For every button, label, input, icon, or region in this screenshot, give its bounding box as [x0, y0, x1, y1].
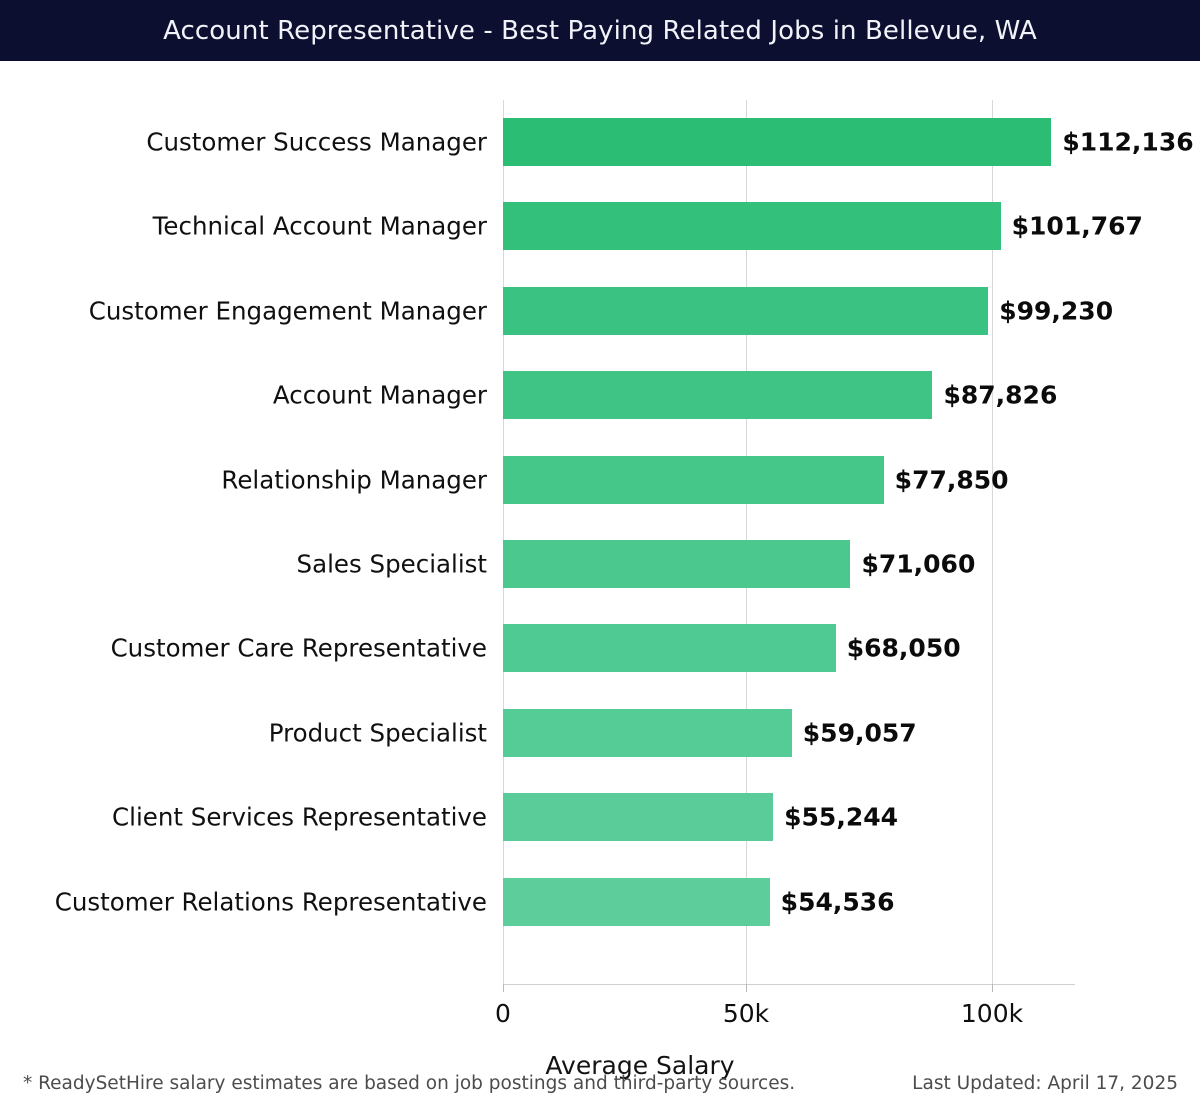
bar-category-label: Customer Relations Representative [54, 887, 487, 917]
bar-value-label: $59,057 [802, 718, 917, 748]
bar-row: Customer Success Manager $112,136 [0, 100, 1200, 184]
bar-row: Client Services Representative $55,244 [0, 775, 1200, 859]
bar-value-label: $112,136 [1062, 127, 1194, 157]
bar-value-label: $101,767 [1011, 211, 1143, 241]
bar-row: Customer Relations Representative $54,536 [0, 860, 1200, 944]
bar-category-label: Client Services Representative [112, 802, 487, 832]
bar-row: Relationship Manager $77,850 [0, 438, 1200, 522]
bar-value-label: $68,050 [846, 633, 961, 663]
bar[interactable] [503, 708, 792, 757]
bar-row: Customer Care Representative $68,050 [0, 606, 1200, 690]
bar-value-label: $55,244 [784, 802, 899, 832]
bar-row: Technical Account Manager $101,767 [0, 184, 1200, 268]
x-tick-label-50k: 50k [722, 999, 770, 1028]
x-axis-title-text: Average Salary [545, 1051, 735, 1080]
bar-chart: Customer Success Manager $112,136 Technica… [0, 61, 1200, 1080]
bar-category-label: Customer Engagement Manager [88, 296, 487, 326]
bar-category-label: Technical Account Manager [152, 211, 487, 241]
bar-value-label: $77,850 [894, 465, 1009, 495]
bar-value-label: $99,230 [999, 296, 1114, 326]
bar[interactable] [503, 877, 770, 926]
page-title: Account Representative - Best Paying Rel… [163, 15, 1037, 46]
footer-last-updated: Last Updated: April 17, 2025 [912, 1073, 1178, 1094]
bar-category-label: Sales Specialist [296, 549, 487, 579]
bar[interactable] [503, 624, 836, 673]
chart-footer: * ReadySetHire salary estimates are base… [0, 1073, 1200, 1120]
x-tick-label-100k: 100k [960, 999, 1024, 1028]
x-tick-mark-100k [992, 984, 993, 992]
bar-row: Account Manager $87,826 [0, 353, 1200, 437]
bar-category-label: Customer Success Manager [146, 127, 487, 157]
x-tick-label-0: 0 [495, 999, 511, 1028]
bar[interactable] [503, 371, 933, 420]
chart-header-bar: Account Representative - Best Paying Rel… [0, 0, 1200, 61]
x-tick-mark-50k [746, 984, 747, 992]
bar-category-label: Relationship Manager [221, 465, 487, 495]
bar[interactable] [503, 118, 1052, 166]
bar-row: Product Specialist $59,057 [0, 691, 1200, 775]
bar-category-label: Account Manager [272, 380, 487, 410]
x-tick-mark-0 [503, 984, 504, 992]
bar[interactable] [503, 793, 774, 842]
bar[interactable] [503, 286, 989, 335]
bar-value-label: $87,826 [943, 380, 1058, 410]
x-axis-line [503, 984, 1075, 985]
bar[interactable] [503, 202, 1001, 251]
bar-category-label: Customer Care Representative [110, 633, 487, 663]
bar-row: Sales Specialist $71,060 [0, 522, 1200, 606]
x-axis-title: Average Salary [0, 1051, 1200, 1080]
bar-category-label: Product Specialist [268, 718, 487, 748]
bar-value-label: $71,060 [861, 549, 976, 579]
gridline-100k [992, 100, 993, 984]
bar-value-label: $54,536 [780, 887, 895, 917]
bar-row: Customer Engagement Manager $99,230 [0, 269, 1200, 353]
bar[interactable] [503, 540, 851, 588]
bar[interactable] [503, 455, 884, 504]
footer-disclaimer: * ReadySetHire salary estimates are base… [23, 1073, 796, 1094]
